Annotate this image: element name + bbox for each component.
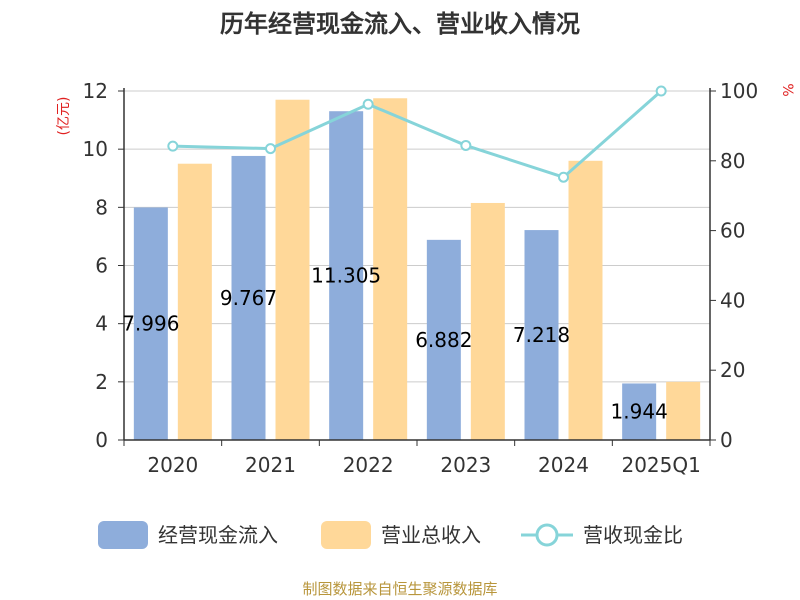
bar-revenue — [568, 160, 603, 441]
left-tick-label: 12 — [83, 79, 108, 103]
left-axis-ticks: 0 2 4 6 8 10 12 — [83, 79, 124, 452]
value-label-cashflow: 7.996 — [122, 312, 179, 336]
ratio-point — [265, 143, 276, 155]
axes — [123, 88, 711, 441]
bar-cashflow — [329, 111, 364, 440]
bar-revenue — [275, 99, 310, 440]
bar-cashflow — [133, 207, 168, 440]
right-tick-label: 80 — [720, 149, 745, 173]
right-tick-label: 60 — [720, 219, 745, 243]
legend-swatch-cashflow — [98, 521, 148, 549]
bar-cashflow — [524, 230, 559, 440]
left-tick-label: 10 — [83, 137, 108, 161]
legend-swatch-revenue — [321, 521, 371, 549]
value-label-cashflow: 7.218 — [513, 323, 570, 347]
x-axis-ticks: 2020 2021 2022 2023 2024 2025Q1 — [123, 440, 711, 477]
bar-cashflow — [622, 383, 657, 440]
x-tick-label: 2021 — [245, 453, 296, 477]
legend-label-ratio: 营收现金比 — [583, 523, 683, 547]
left-tick-label: 6 — [95, 254, 108, 278]
right-axis-unit: % — [779, 83, 795, 96]
grid — [124, 90, 710, 383]
left-tick-label: 4 — [95, 312, 108, 336]
bar-revenue — [470, 202, 505, 440]
ratio-line — [167, 85, 667, 183]
value-label-cashflow: 11.305 — [311, 264, 381, 288]
value-label-cashflow: 1.944 — [611, 400, 668, 424]
legend-label-cashflow: 经营现金流入 — [158, 523, 278, 547]
left-axis-unit: (亿元) — [56, 97, 72, 136]
x-tick-label: 2020 — [147, 453, 198, 477]
ratio-point — [655, 85, 667, 97]
legend-label-revenue: 营业总收入 — [381, 523, 481, 547]
right-axis-ticks: 0 20 40 60 80 100 — [710, 79, 758, 452]
ratio-point — [558, 171, 569, 183]
x-tick-label: 2023 — [440, 453, 491, 477]
left-tick-label: 8 — [95, 195, 108, 219]
ratio-point — [167, 140, 179, 152]
right-tick-label: 100 — [720, 79, 758, 103]
bar-revenue — [666, 381, 701, 440]
bar-revenue — [177, 163, 212, 441]
right-tick-label: 20 — [720, 358, 745, 382]
bar-revenue — [373, 98, 408, 440]
chart-title: 历年经营现金流入、营业收入情况 — [220, 10, 580, 38]
x-tick-label: 2025Q1 — [621, 453, 700, 477]
x-tick-label: 2024 — [538, 453, 589, 477]
right-tick-label: 40 — [720, 288, 745, 312]
legend: 经营现金流入 营业总收入 营收现金比 — [98, 521, 683, 549]
source-note: 制图数据来自恒生聚源数据库 — [302, 580, 497, 598]
bar-cashflow — [231, 155, 266, 440]
ratio-polyline — [172, 89, 663, 179]
left-tick-label: 2 — [95, 370, 108, 394]
left-tick-label: 0 — [95, 428, 108, 452]
x-tick-label: 2022 — [343, 453, 394, 477]
bar-cashflow — [426, 239, 461, 440]
value-labels: 7.996 9.767 11.305 6.882 7.218 1.944 — [122, 264, 668, 424]
right-tick-label: 0 — [720, 428, 733, 452]
ratio-point — [460, 139, 472, 151]
bars — [133, 98, 701, 441]
ratio-point — [362, 98, 374, 110]
value-label-cashflow: 9.767 — [220, 286, 277, 310]
legend-swatch-ratio-marker — [535, 523, 559, 547]
value-label-cashflow: 6.882 — [415, 328, 472, 352]
